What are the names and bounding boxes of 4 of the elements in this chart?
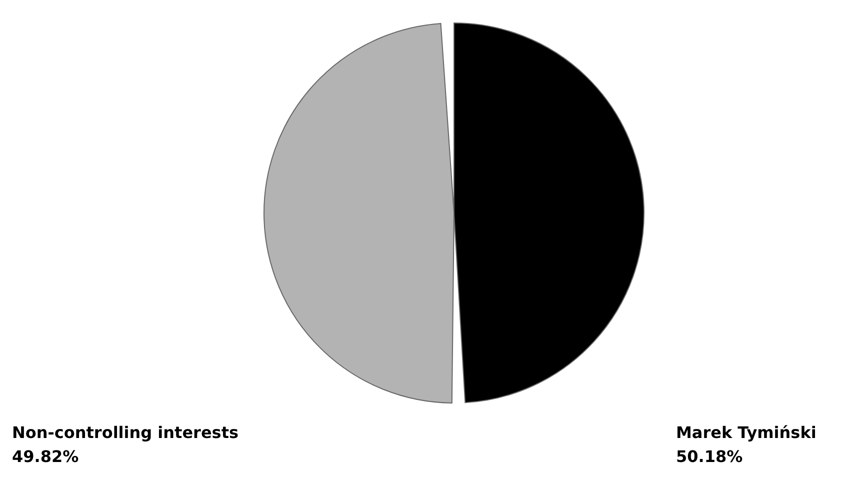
slice-label: Marek Tymiński bbox=[676, 423, 816, 442]
data-label: 50.18% bbox=[676, 447, 743, 466]
data-label: 49.82% bbox=[12, 447, 79, 466]
slice-label: Non-controlling interests bbox=[12, 423, 238, 442]
